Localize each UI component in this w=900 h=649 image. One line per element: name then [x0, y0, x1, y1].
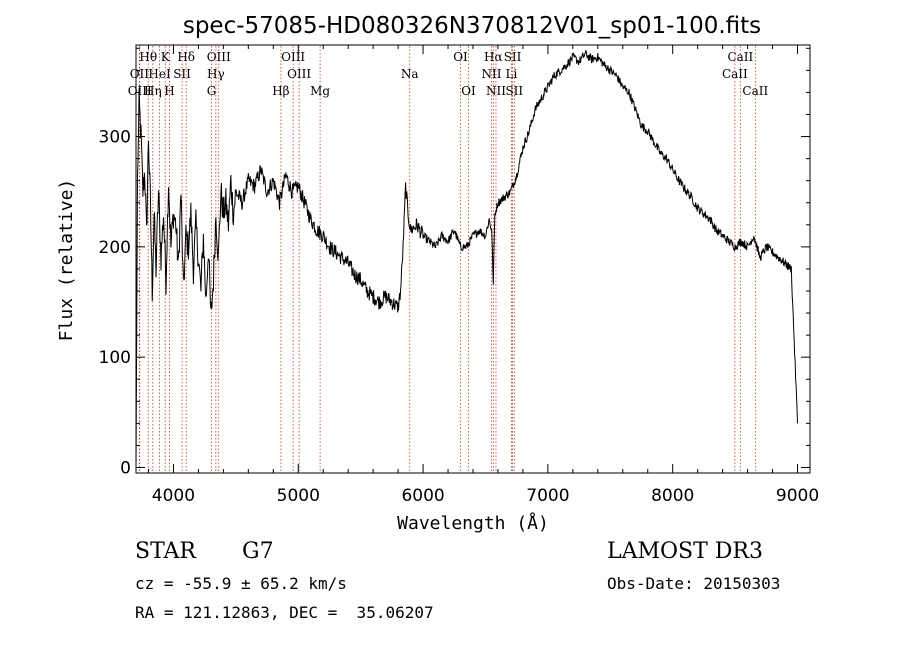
spectral-line-label: Mg	[310, 84, 330, 98]
spectral-line-label: CaII	[742, 84, 768, 98]
y-axis-ticks: 0 100 200 300	[99, 47, 810, 478]
spectral-line-label: G	[207, 84, 217, 98]
spectral-line-label: Hη	[144, 84, 162, 98]
x-tick-label: 9000	[776, 486, 819, 506]
x-axis-label: Wavelength (Å)	[397, 512, 549, 534]
flux-line	[135, 50, 798, 468]
spectral-line-label: CaII	[727, 50, 753, 64]
spectral-line-label: Hβ	[272, 84, 289, 98]
redshift-readout: cz = -55.9 ± 65.2 km/s	[135, 574, 347, 593]
spectral-line-markers	[138, 46, 756, 472]
spectral-line-label: OIII	[287, 67, 311, 81]
spectral-line-label: Na	[401, 67, 419, 81]
plot-frame	[135, 44, 811, 474]
spectral-line-label: OIII	[281, 50, 305, 64]
flux-series	[135, 50, 798, 468]
obs-date: Obs-Date: 20150303	[607, 574, 781, 593]
object-class: STAR	[135, 539, 196, 564]
y-axis-label: Flux (relative)	[56, 179, 77, 342]
spectral-line-label: NII	[481, 67, 501, 81]
spectral-line-label: OIII	[128, 84, 152, 98]
spectral-line-label: NII	[486, 84, 506, 98]
x-tick-label: 5000	[277, 486, 320, 506]
spectral-line-label: HeI	[148, 67, 171, 81]
coordinates: RA = 121.12863, DEC = 35.06207	[135, 603, 434, 622]
x-tick-label: 7000	[526, 486, 569, 506]
x-tick-label: 8000	[651, 486, 694, 506]
y-tick-label: 200	[99, 238, 131, 258]
x-tick-label: 4000	[152, 486, 195, 506]
spectral-line-label: SII	[505, 84, 523, 98]
y-tick-label: 100	[99, 348, 131, 368]
x-axis-ticks: 4000 5000 6000 7000 8000 9000	[147, 45, 819, 506]
spectral-line-label: SII	[173, 67, 191, 81]
survey-name: LAMOST DR3	[607, 539, 763, 564]
spectral-line-label: K	[161, 50, 171, 64]
x-tick-label: 6000	[401, 486, 444, 506]
y-tick-label: 300	[99, 128, 131, 148]
y-tick-label: 0	[120, 458, 131, 478]
spectral-line-label: CaII	[722, 67, 748, 81]
spectral-line-label: H	[164, 84, 174, 98]
spectral-line-label: SII	[504, 50, 522, 64]
chart-title: spec-57085-HD080326N370812V01_sp01-100.f…	[183, 13, 761, 39]
spectral-line-label: OIII	[207, 50, 231, 64]
spectral-line-label: OI	[453, 50, 468, 64]
spectral-line-label: Hδ	[177, 50, 195, 64]
spectral-line-label: Hα	[484, 50, 503, 64]
spectral-line-label: Hγ	[207, 67, 225, 81]
spectral-line-label: OI	[461, 84, 476, 98]
spectral-line-label: Li	[506, 67, 518, 81]
object-subclass: G7	[242, 539, 274, 564]
spectral-line-label: Hθ	[139, 50, 157, 64]
spectral-line-label: OII	[130, 67, 150, 81]
